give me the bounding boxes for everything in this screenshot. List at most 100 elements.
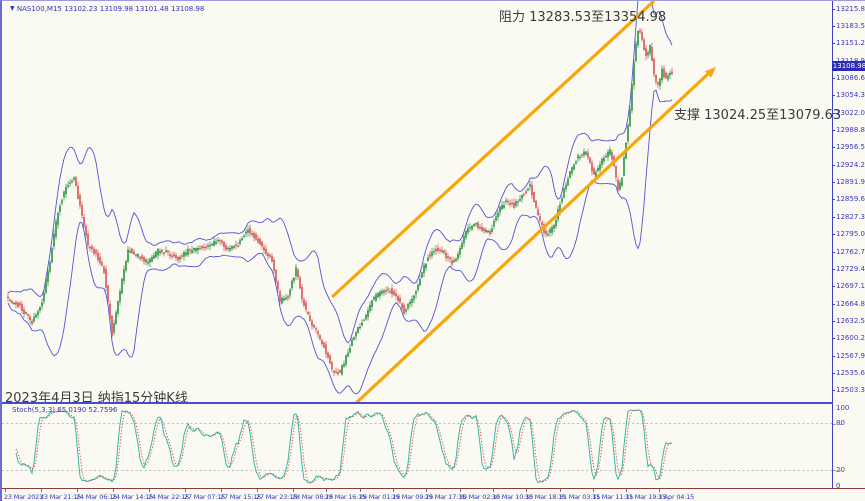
time-axis-tick — [493, 489, 494, 492]
time-axis-label: 29 Mar 09:15 — [392, 493, 433, 501]
price-axis-tick — [832, 338, 835, 340]
main-chart-canvas[interactable] — [2, 1, 832, 402]
price-axis-label: 12567.95 — [836, 351, 865, 360]
time-axis-tick — [393, 489, 394, 492]
price-axis-label: 12956.50 — [836, 143, 865, 152]
stoch-axis-label: 0 — [836, 481, 841, 490]
stoch-axis-label: 20 — [836, 465, 845, 474]
price-axis-tick — [832, 199, 835, 201]
time-axis-tick — [149, 489, 150, 492]
price-axis-label: 13118.95 — [836, 57, 865, 65]
price-axis-tick — [832, 268, 835, 270]
time-axis-label: 24 Mar 14:15 — [112, 493, 153, 501]
price-axis-label: 13151.25 — [836, 39, 865, 48]
price-axis-tick — [832, 95, 835, 97]
stoch-axis-label: 100 — [836, 403, 850, 412]
price-axis-tick — [832, 8, 835, 10]
ohlc-readout: 13102.23 13109.98 13101.48 13108.98 — [64, 5, 205, 13]
time-axis-tick — [221, 489, 222, 492]
price-axis-tick — [832, 286, 835, 288]
time-axis-label: 29 Mar 17:15 — [425, 493, 466, 501]
time-axis-tick — [593, 489, 594, 492]
price-axis-label: 13054.35 — [836, 91, 865, 100]
price-axis-tick — [832, 112, 835, 114]
price-axis-label: 13215.85 — [836, 4, 865, 13]
time-axis-tick — [257, 489, 258, 492]
price-axis-label: 12697.15 — [836, 282, 865, 291]
price-axis-tick — [832, 390, 835, 392]
time-axis-label: 30 Mar 10:15 — [492, 493, 533, 501]
price-axis-label: 13022.05 — [836, 108, 865, 117]
time-axis-tick — [526, 489, 527, 492]
time-axis-label: 23 Mar 2023 — [4, 493, 44, 501]
price-axis-label: 12988.80 — [836, 126, 865, 135]
price-axis-label: 12632.55 — [836, 316, 865, 325]
stoch-k-line — [15, 409, 673, 484]
price-axis[interactable]: 13215.85 13183.55 13151.25 13118.95 13086.65… — [832, 1, 865, 490]
price-axis-label: 13086.65 — [836, 73, 865, 82]
time-axis-tick — [77, 489, 78, 492]
time-axis-tick — [560, 489, 561, 492]
time-axis-tick — [113, 489, 114, 492]
collapse-triangle-icon[interactable]: ▼ — [10, 5, 15, 12]
price-axis-tick — [832, 251, 835, 253]
support-annotation: 支撑 13024.25至13079.63 — [674, 108, 842, 123]
price-axis-label: 12924.20 — [836, 160, 865, 169]
stoch-level-dash — [833, 470, 842, 472]
price-axis-tick — [832, 164, 835, 166]
trend-arrowhead-icon — [704, 67, 716, 78]
trend-channel[interactable] — [330, 1, 716, 402]
price-axis-tick — [832, 303, 835, 305]
time-axis-label: 30 Mar 02:15 — [459, 493, 500, 501]
time-axis-label: 27 Mar 23:15 — [256, 493, 297, 501]
stochastic-panel[interactable] — [2, 404, 832, 488]
price-axis-label: 12535.65 — [836, 369, 865, 378]
price-axis-tick — [832, 147, 835, 149]
time-axis-label: 30 Mar 18:15 — [525, 493, 566, 501]
stoch-axis-label: 80 — [836, 419, 845, 428]
price-axis-rule — [832, 1, 833, 488]
time-axis-label: 28 Mar 08:15 — [292, 493, 333, 501]
time-axis-label: 28 Mar 16:15 — [325, 493, 366, 501]
time-axis[interactable]: 23 Mar 2023 23 Mar 21:15 24 Mar 06:15 24 Ma… — [2, 488, 865, 501]
stochastic-header: Stoch(5,3,3) 65.0190 52.7596 — [12, 406, 118, 414]
price-axis-label: 12795.00 — [836, 230, 865, 239]
time-axis-tick — [293, 489, 294, 492]
time-axis-tick — [360, 489, 361, 492]
price-axis-tick — [832, 60, 835, 62]
price-axis-label: 12827.30 — [836, 212, 865, 221]
time-axis-label: 27 Mar 15:15 — [220, 493, 261, 501]
time-axis-label: 3 Apr 04:15 — [658, 493, 695, 501]
time-axis-label: 31 Mar 03:15 — [559, 493, 600, 501]
time-axis-label: 24 Mar 06:15 — [76, 493, 117, 501]
time-axis-label: 31 Mar 19:15 — [625, 493, 666, 501]
time-axis-label: 29 Mar 01:15 — [359, 493, 400, 501]
stoch-d-line — [15, 409, 673, 484]
price-axis-tick — [832, 25, 835, 27]
price-axis-tick — [832, 182, 835, 184]
symbol-info[interactable]: ▼ NAS100,M15 13102.23 13109.98 13101.48 … — [10, 5, 204, 13]
stoch-level-lines — [2, 423, 832, 471]
symbol-label: NAS100,M15 — [16, 5, 62, 13]
time-axis-tick — [626, 489, 627, 492]
time-axis-tick — [5, 489, 6, 492]
stoch-level-dash — [833, 423, 842, 425]
price-axis-label: 12891.90 — [836, 178, 865, 187]
panel-divider[interactable] — [2, 402, 832, 404]
time-axis-tick — [460, 489, 461, 492]
time-axis-tick — [185, 489, 186, 492]
time-axis-label: 24 Mar 22:15 — [148, 493, 189, 501]
price-axis-tick — [832, 216, 835, 218]
price-axis-label: 12729.45 — [836, 264, 865, 273]
price-axis-tick — [832, 43, 835, 45]
price-axis-tick — [832, 373, 835, 375]
price-axis-tick — [832, 130, 835, 132]
time-axis-label: 27 Mar 07:15 — [184, 493, 225, 501]
time-axis-tick — [41, 489, 42, 492]
price-axis-label: 13183.55 — [836, 21, 865, 30]
time-axis-label: 23 Mar 21:15 — [40, 493, 81, 501]
current-price-tag: 13108.98 — [832, 61, 865, 72]
time-axis-tick — [659, 489, 660, 492]
price-axis-label: 12664.85 — [836, 299, 865, 308]
